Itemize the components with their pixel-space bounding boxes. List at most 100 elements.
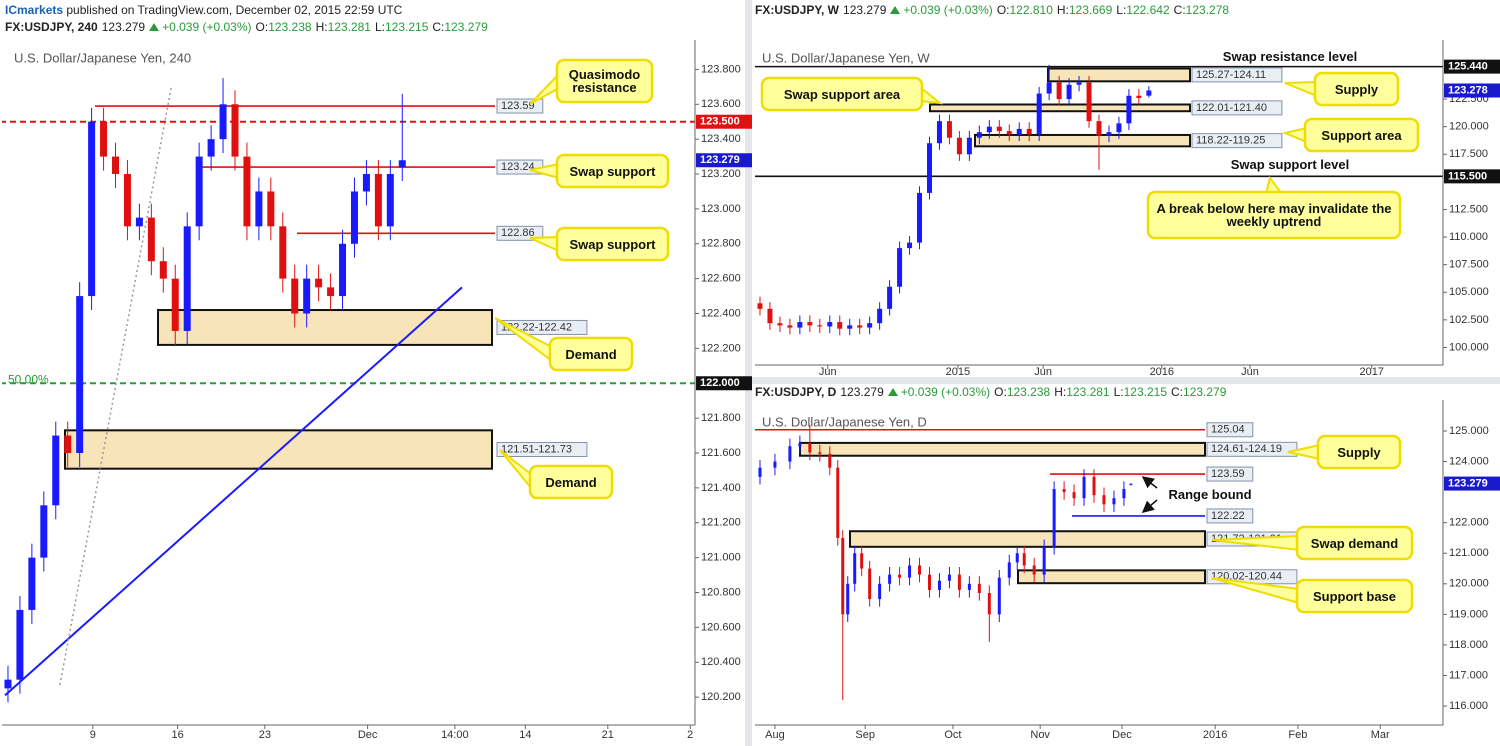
callout-text: Swap resistance level [1222, 48, 1358, 64]
candle-body [1116, 123, 1122, 133]
field-label: C: [1173, 3, 1186, 17]
y-tick-label: 120.000 [1449, 121, 1489, 133]
candle-body [986, 126, 992, 133]
candle-body [807, 322, 813, 326]
zone [64, 429, 493, 470]
field-value: 123.215 [1123, 385, 1168, 399]
candle-body [977, 583, 981, 593]
panel-separator [752, 377, 1500, 384]
price-tag-label: 123.279 [700, 154, 740, 166]
range-arrow [1141, 476, 1158, 489]
range-arrow [1141, 499, 1158, 513]
candle-body [947, 574, 951, 581]
candle-body [1102, 495, 1106, 505]
chart-title: U.S. Dollar/Japanese Yen, W [762, 50, 930, 65]
field-value: 123.281 [1066, 385, 1110, 399]
candle-body [827, 322, 833, 327]
field-value: 123.238 [1006, 385, 1051, 399]
price-tag-label: 123.278 [1448, 84, 1488, 96]
field-label: O: [996, 3, 1010, 17]
level-tag: 122.86 [501, 227, 535, 239]
zone [157, 309, 493, 346]
level-tag: 123.24 [501, 161, 535, 173]
candle-body [374, 174, 382, 227]
y-tick-label: 124.000 [1449, 455, 1489, 467]
zone-tag-box [1191, 133, 1283, 149]
field-value: 123.279 [444, 20, 488, 34]
level-tag: 123.59 [1211, 468, 1245, 480]
callout-box [1295, 525, 1414, 561]
field-label: L: [1113, 385, 1124, 399]
callout-box [1303, 117, 1420, 153]
candle-body [315, 278, 323, 288]
callout-box [760, 76, 924, 112]
last-price: 123.279 [101, 20, 146, 34]
candle-body [1016, 128, 1022, 135]
y-tick-label: 123.600 [701, 98, 741, 110]
symbol: FX:USDJPY, 240 [5, 20, 98, 34]
candle-body [808, 443, 812, 453]
price-tag [1444, 476, 1500, 491]
candle-body [898, 574, 902, 578]
candle-body [777, 323, 783, 326]
y-tick-label: 120.800 [701, 586, 741, 598]
price-tag-label: 122.000 [700, 377, 740, 389]
callout-pointer [1284, 80, 1318, 98]
candle-body [836, 467, 840, 538]
candle-body [846, 583, 850, 615]
symbol: FX:USDJPY, D [755, 385, 837, 399]
level-tag: 125.04 [1211, 424, 1245, 436]
plot-area [2, 78, 695, 703]
field-label: H: [1056, 3, 1069, 17]
up-arrow-shape [887, 388, 898, 396]
zone-tag-box [496, 442, 588, 458]
y-tick-label: 123.000 [701, 203, 741, 215]
zone [799, 441, 1206, 457]
candle-body [841, 537, 845, 615]
callout-text: Swap support [569, 163, 656, 179]
candle-body [159, 261, 167, 279]
level-tag-box [1206, 422, 1254, 438]
y-tick-label: 105.000 [1449, 286, 1489, 298]
callout-box [1316, 434, 1402, 470]
field-label: O: [255, 20, 269, 34]
price-tag [1444, 83, 1500, 98]
y-tick-label: 122.600 [701, 273, 741, 285]
callout-box [1313, 71, 1400, 107]
candle-body [362, 174, 370, 192]
quote-header: FX:USDJPY, W 123.279 +0.039 (+0.03%) O:122.… [755, 3, 1233, 17]
candle-body [867, 323, 873, 328]
candle-body [303, 278, 311, 314]
candle-body [207, 139, 215, 157]
x-tick-label: Dec [358, 729, 378, 741]
callout-pointer [1281, 126, 1308, 144]
candle-body [112, 156, 120, 175]
plot-area [755, 64, 1443, 336]
y-tick-label: 112.500 [1449, 203, 1488, 215]
y-tick-label: 119.000 [1449, 608, 1488, 620]
y-tick-label: 117.000 [1449, 669, 1488, 681]
candle-body [967, 583, 971, 590]
field-label: C: [1171, 385, 1184, 399]
field-value: 123.669 [1068, 3, 1113, 17]
candle-body [195, 156, 203, 227]
zone-tag-box [1191, 67, 1283, 83]
level-tag: 122.22 [1211, 510, 1245, 522]
zone-tag: 124.61-124.19 [1211, 443, 1282, 455]
y-tick-label: 123.200 [701, 168, 741, 180]
x-tick-label: 2016 [1150, 366, 1174, 378]
level-tag-box [1206, 508, 1254, 524]
candle-body [788, 446, 792, 462]
callout-text: Swap support [569, 236, 656, 252]
zone-tag-box [1191, 100, 1283, 116]
y-tick-label: 102.500 [1449, 314, 1489, 326]
candle-body [1006, 131, 1012, 135]
field-value: 123.279 [1183, 385, 1227, 399]
field-label: H: [315, 20, 328, 34]
candle-body [279, 226, 287, 279]
y-tick-label: 121.000 [701, 552, 741, 564]
field-label: L: [374, 20, 385, 34]
candle-body [1026, 128, 1032, 135]
y-tick-label: 122.800 [701, 238, 741, 250]
